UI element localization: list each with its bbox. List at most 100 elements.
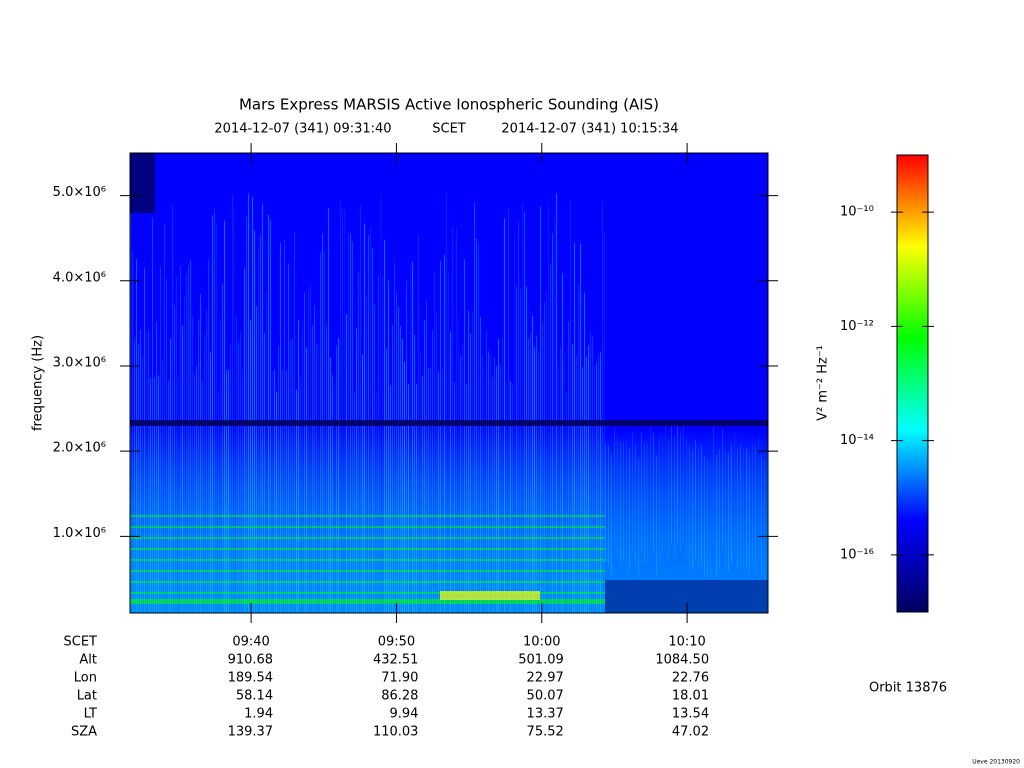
texture-stripe xyxy=(240,330,241,613)
start-time: 2014-12-07 (341) 09:31:40 xyxy=(214,122,391,137)
texture-stripe xyxy=(710,459,711,580)
texture-stripe xyxy=(214,208,215,613)
texture-stripe xyxy=(713,424,714,545)
texture-stripe xyxy=(749,453,750,574)
texture-stripe xyxy=(434,272,435,613)
colorbar-tick-label: 10⁻¹⁴ xyxy=(840,433,874,448)
texture-stripe xyxy=(683,424,684,545)
texture-stripe xyxy=(528,338,529,613)
texture-stripe xyxy=(629,448,630,569)
texture-stripe xyxy=(674,436,675,557)
texture-stripe xyxy=(138,344,139,613)
row-label: Alt xyxy=(79,653,97,668)
texture-stripe xyxy=(564,352,565,613)
texture-stripe xyxy=(526,286,527,613)
texture-band xyxy=(130,153,155,213)
texture-stripe xyxy=(611,454,612,575)
table-cell: 50.07 xyxy=(527,689,564,704)
texture-stripe xyxy=(290,339,291,613)
texture-stripe xyxy=(522,203,523,613)
texture-stripe xyxy=(176,277,177,613)
texture-stripe xyxy=(436,310,437,613)
texture-stripe xyxy=(384,239,385,613)
footer: Ueve 20130920 xyxy=(972,759,1020,766)
texture-stripe xyxy=(506,383,507,613)
texture-stripe xyxy=(490,353,491,613)
texture-stripe xyxy=(428,367,429,613)
plot-frame xyxy=(129,152,769,614)
texture-stripe xyxy=(276,391,277,613)
texture-stripe xyxy=(210,351,211,613)
texture-stripe xyxy=(466,384,467,613)
texture-band xyxy=(130,581,605,583)
texture-stripe xyxy=(366,294,367,613)
texture-stripe xyxy=(502,336,503,613)
texture-stripe xyxy=(242,369,243,613)
texture-stripe xyxy=(544,301,545,613)
texture-stripe xyxy=(402,338,403,613)
texture-stripe xyxy=(168,380,169,613)
texture-stripe xyxy=(360,205,361,614)
texture-stripe xyxy=(638,457,639,578)
texture-band xyxy=(130,592,605,594)
texture-stripe xyxy=(358,272,359,613)
texture-stripe xyxy=(620,441,621,562)
texture-stripe xyxy=(388,280,389,613)
texture-stripe xyxy=(614,428,615,549)
texture-stripe xyxy=(344,209,345,613)
texture-stripe xyxy=(508,208,509,613)
texture-stripe xyxy=(320,252,321,613)
texture-stripe xyxy=(308,289,309,613)
texture-stripe xyxy=(704,455,705,576)
table-cell: 110.03 xyxy=(373,725,419,740)
texture-stripe xyxy=(346,314,347,613)
texture-stripe xyxy=(504,218,505,614)
texture-stripe xyxy=(314,305,315,613)
texture-stripe xyxy=(174,305,175,613)
table-cell: 9.94 xyxy=(389,707,418,722)
texture-stripe xyxy=(414,334,415,613)
texture-stripe xyxy=(480,317,481,613)
texture-stripe xyxy=(510,381,511,613)
texture-stripe xyxy=(740,444,741,565)
texture-stripe xyxy=(212,215,213,613)
table-cell: 139.37 xyxy=(228,725,274,740)
texture-stripe xyxy=(602,201,603,614)
texture-stripe xyxy=(486,331,487,613)
texture-stripe xyxy=(288,263,289,613)
texture-stripe xyxy=(761,454,762,575)
texture-stripe xyxy=(442,368,443,613)
texture-stripe xyxy=(454,382,455,613)
texture-stripe xyxy=(572,344,573,613)
texture-band xyxy=(130,420,768,426)
texture-stripe xyxy=(518,221,519,613)
colorbar-label: V² m⁻² Hz⁻¹ xyxy=(816,345,831,421)
texture-stripe xyxy=(755,445,756,566)
table-cell: 13.54 xyxy=(672,707,709,722)
texture-stripe xyxy=(140,329,141,613)
texture-band xyxy=(130,526,605,528)
texture-stripe xyxy=(376,391,377,613)
texture-stripe xyxy=(656,454,657,575)
texture-stripe xyxy=(292,338,293,613)
texture-stripe xyxy=(316,344,317,613)
texture-stripe xyxy=(536,335,537,613)
texture-stripe xyxy=(264,333,265,613)
texture-stripe xyxy=(338,337,339,613)
texture-stripe xyxy=(132,250,133,613)
texture-stripe xyxy=(568,321,569,613)
texture-stripe xyxy=(226,369,227,613)
texture-stripe xyxy=(162,360,163,613)
texture-stripe xyxy=(686,437,687,558)
texture-stripe xyxy=(500,364,501,613)
table-cell: 22.97 xyxy=(527,671,564,686)
texture-stripe xyxy=(144,267,145,613)
texture-stripe xyxy=(422,376,423,613)
texture-stripe xyxy=(516,286,517,613)
y-tick-label: 3.0×10⁶ xyxy=(53,355,106,370)
texture-stripe xyxy=(332,375,333,613)
texture-stripe xyxy=(390,385,391,613)
texture-stripe xyxy=(230,345,231,613)
texture-stripe xyxy=(701,444,702,565)
texture-stripe xyxy=(158,375,159,613)
